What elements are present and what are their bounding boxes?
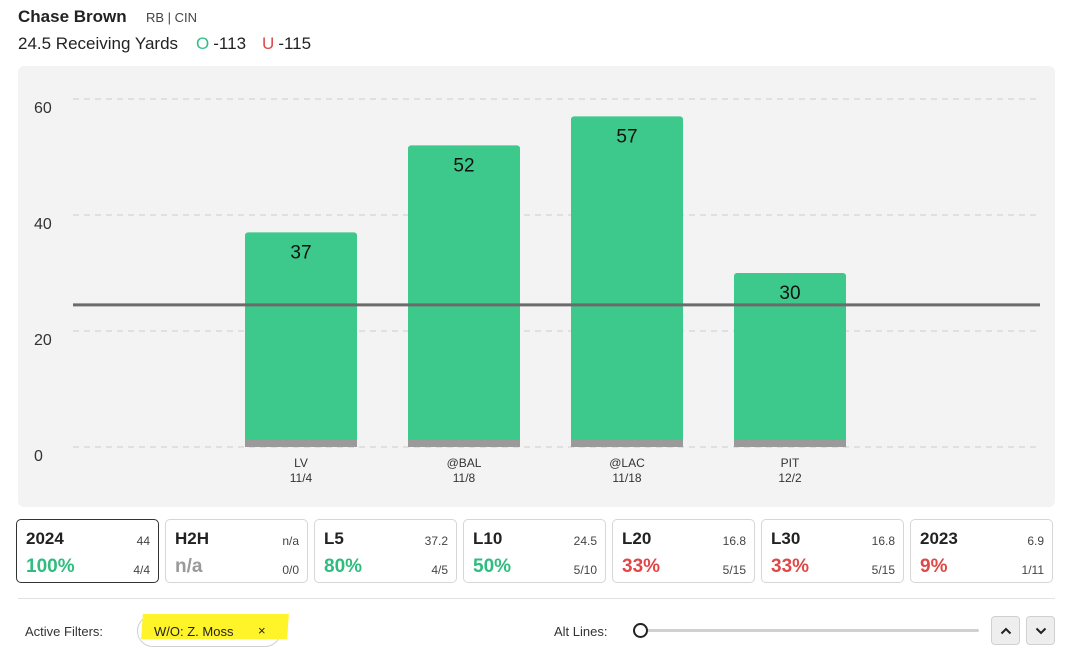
stat-average: 16.8 (871, 534, 895, 548)
stat-hit-count: 4/5 (431, 563, 448, 577)
stat-hit-count: 1/11 (1021, 563, 1044, 577)
player-name: Chase Brown (18, 7, 127, 26)
chevron-up-icon (1000, 627, 1011, 634)
over-odds: -113 (213, 34, 247, 53)
bar-base (734, 440, 846, 447)
under-icon: U (262, 34, 275, 53)
stat-hit-rate: 33% (771, 556, 810, 577)
stat-card-l5[interactable]: L5 37.2 80% 4/5 (314, 519, 457, 583)
x-tick-date-label: 11/8 (453, 471, 476, 485)
alt-lines-slider-track[interactable] (640, 629, 979, 632)
x-tick-date-label: 11/4 (290, 471, 313, 485)
prop-line-label: 24.5 Receiving Yards (18, 34, 179, 53)
bar-value-label: 37 (290, 242, 311, 263)
bar (245, 232, 357, 447)
stat-average: 6.9 (1027, 534, 1044, 548)
stat-label: L20 (622, 529, 652, 548)
stat-hit-rate: n/a (175, 556, 203, 577)
chevron-down-icon (1035, 627, 1046, 634)
over-odds-group[interactable]: O -113 (196, 34, 246, 54)
stat-hit-rate: 50% (473, 556, 512, 577)
under-odds-group[interactable]: U -115 (262, 34, 311, 54)
bar-base (245, 440, 357, 447)
stat-average: 16.8 (722, 534, 746, 548)
stat-hit-count: 5/10 (573, 563, 597, 577)
x-tick-label: @BAL (447, 456, 482, 470)
active-filters-label: Active Filters: (25, 624, 104, 639)
x-tick-date-label: 11/18 (612, 471, 641, 485)
stat-label: L10 (473, 529, 503, 548)
over-icon: O (196, 34, 210, 53)
line-down-button[interactable] (1026, 616, 1055, 645)
alt-lines-label: Alt Lines: (554, 624, 608, 639)
chart-panel: 0 20 40 60 37 LV 11/4 52 @BAL 11/8 57 @LAC 11/18 30 PI… (18, 66, 1055, 507)
stat-card-l10[interactable]: L10 24.5 50% 5/10 (463, 519, 606, 583)
stat-label: H2H (175, 529, 210, 548)
stat-hit-count: 5/15 (722, 563, 746, 577)
remove-filter-icon[interactable]: × (258, 623, 266, 638)
stat-average: 44 (136, 534, 150, 548)
bar (734, 273, 846, 447)
bar (408, 145, 520, 447)
x-tick-label: LV (294, 456, 308, 470)
stat-label: 2023 (920, 529, 958, 548)
y-tick-label: 60 (34, 100, 52, 117)
stat-hit-count: 0/0 (282, 563, 299, 577)
y-tick-label: 0 (34, 448, 43, 465)
x-tick-label: PIT (781, 456, 800, 470)
stat-average: 37.2 (424, 534, 448, 548)
bar-value-label: 52 (453, 155, 474, 176)
y-tick-label: 40 (34, 216, 52, 233)
x-tick-date-label: 12/2 (778, 471, 802, 485)
stat-label: L5 (324, 529, 344, 548)
stat-hit-count: 5/15 (871, 563, 895, 577)
stat-card-l20[interactable]: L20 16.8 33% 5/15 (612, 519, 755, 583)
stat-average: n/a (282, 534, 299, 548)
y-tick-label: 20 (34, 332, 52, 349)
stat-hit-rate: 80% (324, 556, 363, 577)
stat-hit-rate: 100% (26, 556, 75, 577)
divider (18, 598, 1055, 599)
filter-chip-label: W/O: Z. Moss (154, 624, 234, 639)
stat-card-h2h[interactable]: H2H n/a n/a 0/0 (165, 519, 308, 583)
bar-base (408, 440, 520, 447)
stat-average: 24.5 (573, 534, 597, 548)
alt-lines-slider-thumb[interactable] (633, 623, 648, 638)
bar (571, 116, 683, 448)
line-up-button[interactable] (991, 616, 1020, 645)
stat-card-2024[interactable]: 2024 44 100% 4/4 (16, 519, 159, 583)
player-meta: RB | CIN (146, 10, 198, 25)
stat-card-2023[interactable]: 2023 6.9 9% 1/11 (910, 519, 1053, 583)
bar-base (571, 440, 683, 447)
x-tick-label: @LAC (609, 456, 645, 470)
stats-row: 2024 44 100% 4/4 H2H n/a n/a 0/0 L5 37.2 80% 4/5 L10… (16, 519, 1059, 583)
stat-hit-rate: 33% (622, 556, 661, 577)
stat-label: L30 (771, 529, 801, 548)
stat-card-l30[interactable]: L30 16.8 33% 5/15 (761, 519, 904, 583)
stat-hit-count: 4/4 (133, 563, 150, 577)
stat-hit-rate: 9% (920, 556, 948, 577)
bar-value-label: 57 (616, 126, 637, 147)
stat-label: 2024 (26, 529, 64, 548)
prop-row: 24.5 Receiving Yards O -113 U -115 (18, 34, 311, 54)
bar-value-label: 30 (779, 283, 800, 304)
under-odds: -115 (278, 34, 312, 53)
